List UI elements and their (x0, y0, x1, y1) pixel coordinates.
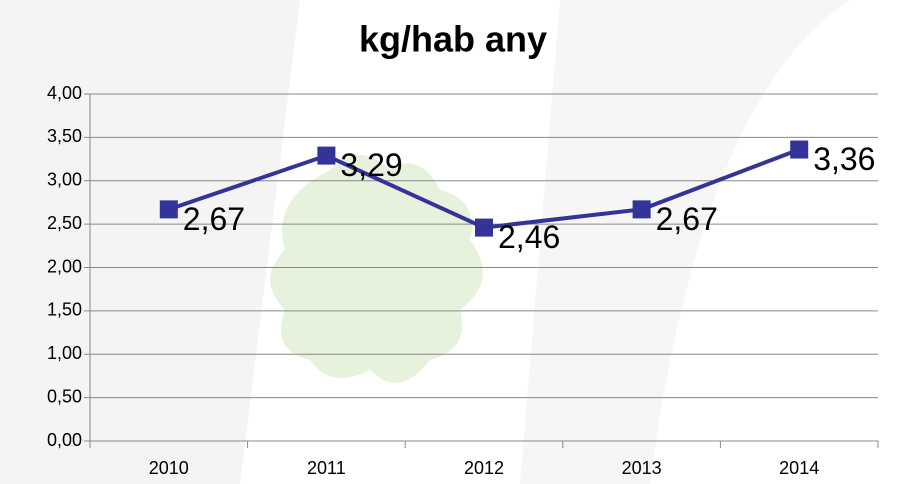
value-label: 2,67 (656, 201, 718, 237)
y-tick-label: 0,00 (47, 430, 82, 450)
y-tick-label: 1,00 (47, 343, 82, 363)
chart-title: kg/hab any (359, 19, 547, 60)
marker (632, 200, 651, 219)
y-tick-label: 3,50 (47, 126, 82, 146)
marker (317, 146, 336, 165)
y-tick-label: 2,50 (47, 213, 82, 233)
y-tick-label: 0,50 (47, 386, 82, 406)
background-decoration (0, 0, 483, 484)
value-label: 3,36 (813, 141, 875, 177)
value-label: 2,46 (498, 219, 560, 255)
x-tick-label: 2014 (779, 458, 819, 478)
x-tick-label: 2012 (464, 458, 504, 478)
y-tick-label: 3,00 (47, 170, 82, 190)
marker (790, 140, 809, 159)
marker (475, 218, 493, 237)
x-tick-label: 2011 (307, 458, 346, 478)
y-tick-label: 1,50 (47, 300, 82, 320)
value-label: 3,29 (340, 147, 402, 183)
y-tick-label: 2,00 (47, 256, 82, 276)
value-label: 2,67 (183, 201, 245, 237)
x-tick-label: 2010 (149, 458, 189, 478)
y-tick-label: 4,00 (47, 83, 82, 103)
marker (159, 200, 178, 219)
x-tick-label: 2013 (622, 458, 662, 478)
